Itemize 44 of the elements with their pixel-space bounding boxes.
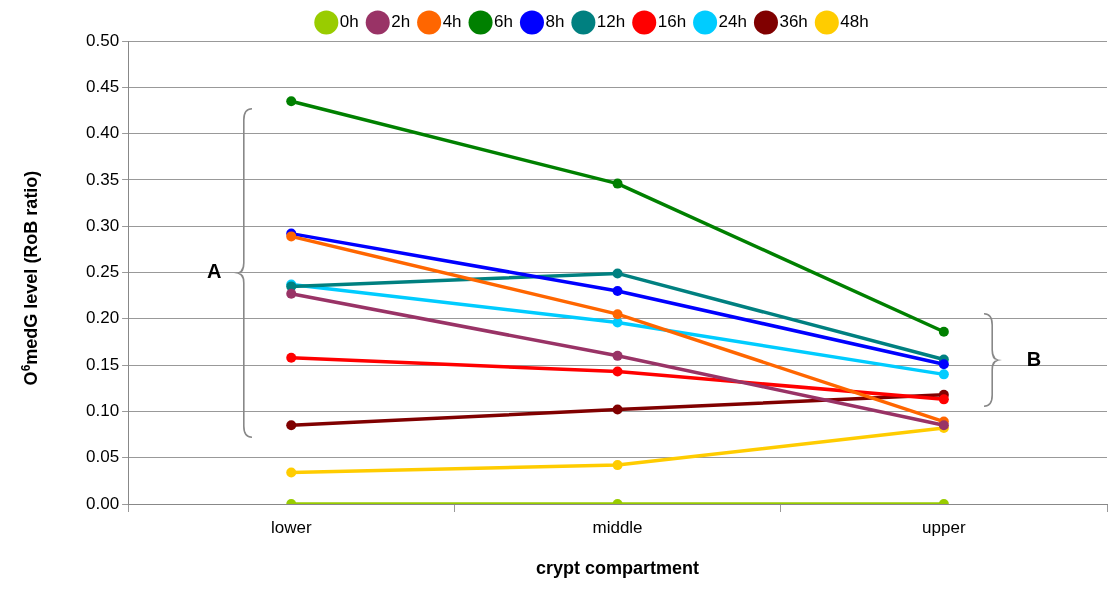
legend-label: 48h — [840, 12, 869, 32]
y-tick-label: 0.05 — [85, 447, 120, 467]
legend-label: 16h — [657, 12, 687, 32]
point — [612, 178, 623, 189]
point — [286, 96, 297, 107]
point — [938, 369, 949, 380]
legend-label: 6h — [494, 12, 513, 32]
y-tick-label: 0.10 — [85, 401, 120, 421]
y-tick-label: 0.40 — [85, 123, 120, 143]
point — [612, 268, 623, 279]
x-axis-title: crypt compartment — [536, 558, 700, 579]
point — [612, 309, 623, 320]
point — [612, 460, 623, 471]
legend-label: 12h — [596, 12, 626, 32]
y-tick-label: 0.15 — [85, 354, 120, 374]
point — [612, 286, 623, 297]
point — [286, 288, 297, 299]
point — [612, 404, 623, 415]
annotation: B — [1026, 347, 1042, 370]
point — [286, 352, 297, 363]
point — [612, 366, 623, 377]
y-tick-label: 0.25 — [85, 262, 120, 282]
point — [938, 326, 949, 337]
y-tick-label: 0.45 — [85, 76, 120, 96]
point — [612, 350, 623, 361]
legend-label: 36h — [779, 12, 808, 32]
legend-label: 8h — [545, 12, 565, 32]
x-tick-label: upper — [922, 517, 966, 537]
x-tick-label: middle — [592, 517, 643, 537]
y-tick-label: 0.50 — [85, 30, 120, 50]
legend-label: 4h — [442, 12, 462, 32]
point — [286, 420, 297, 431]
point — [938, 394, 949, 405]
annotation: A — [207, 260, 222, 283]
point — [286, 467, 297, 478]
x-tick-label: lower — [270, 517, 312, 537]
legend-label: 24h — [718, 12, 747, 32]
legend-label: 2h — [391, 12, 411, 32]
y-tick-label: 0.20 — [85, 308, 120, 328]
point — [938, 359, 949, 370]
y-tick-label: 0.00 — [85, 493, 120, 513]
y-tick-label: 0.35 — [85, 169, 120, 189]
y-tick-label: 0.30 — [85, 215, 120, 235]
legend-label: 0h — [339, 12, 359, 32]
